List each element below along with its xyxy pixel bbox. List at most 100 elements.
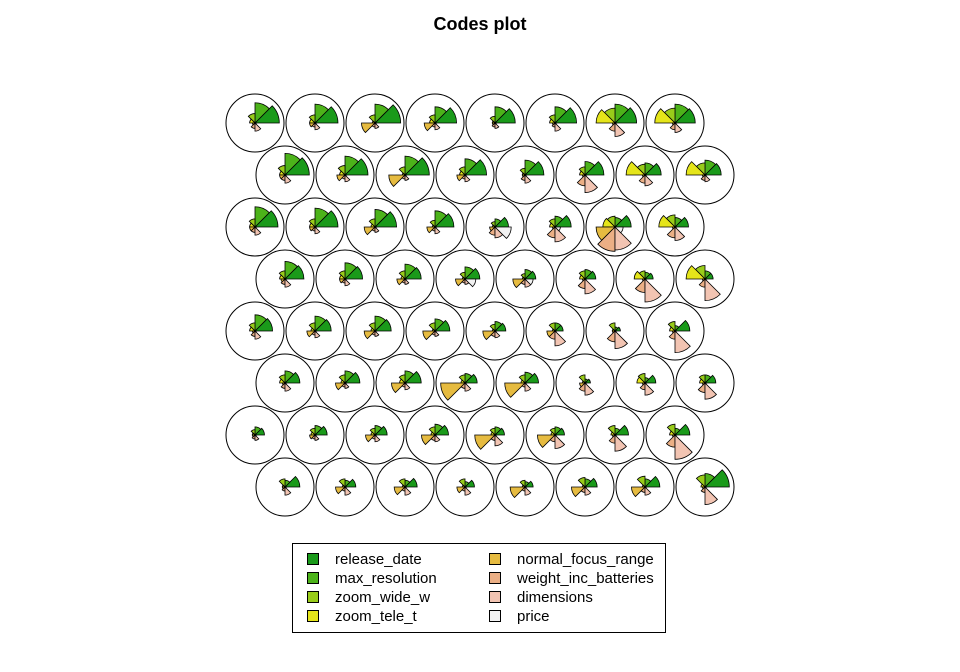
som-unit	[405, 93, 465, 153]
som-unit	[675, 353, 735, 413]
segment-release-date	[614, 107, 638, 124]
segment-zoom-wide-w	[637, 373, 646, 384]
som-unit	[255, 249, 315, 309]
segment-max-resolution	[374, 209, 388, 228]
segment-zoom-wide-w	[578, 166, 586, 176]
segment-price	[434, 434, 437, 437]
segment-zoom-tele-t	[549, 222, 556, 228]
legend-item-normal-focus-range: normal_focus_range	[489, 550, 654, 568]
segment-release-date	[254, 210, 279, 228]
segment-dimensions	[614, 434, 628, 452]
legend-label: weight_inc_batteries	[517, 569, 654, 587]
segment-release-date	[494, 322, 507, 332]
som-unit	[585, 301, 645, 361]
segment-max-resolution	[644, 162, 655, 176]
som-unit	[225, 405, 285, 465]
legend-item-zoom-tele-t: zoom_tele_t	[307, 607, 417, 625]
segment-price	[344, 382, 347, 385]
segment-normal-focus-range	[336, 174, 346, 182]
som-unit	[465, 405, 525, 465]
segment-normal-focus-range	[631, 486, 646, 498]
segment-price	[434, 330, 437, 333]
segment-max-resolution	[374, 315, 387, 332]
segment-zoom-wide-w	[666, 423, 676, 436]
segment-dimensions	[344, 278, 351, 287]
som-unit	[285, 405, 345, 465]
segment-price	[494, 122, 497, 125]
segment-dimensions	[644, 174, 654, 187]
legend-label: release_date	[335, 550, 422, 568]
segment-price	[254, 122, 257, 125]
som-unit	[465, 197, 525, 257]
segment-max-resolution	[494, 106, 508, 124]
segment-normal-focus-range	[391, 382, 406, 394]
som-unit	[255, 145, 315, 205]
som-unit	[285, 301, 345, 361]
segment-price	[494, 226, 512, 240]
segment-dimensions	[554, 226, 567, 243]
segment-zoom-tele-t	[633, 270, 646, 280]
som-unit	[645, 197, 705, 257]
segment-release-date	[254, 105, 280, 124]
segment-release-date	[644, 272, 654, 280]
segment-release-date	[314, 106, 339, 124]
segment-price	[494, 330, 497, 333]
segment-price	[494, 434, 497, 437]
segment-release-date	[374, 425, 388, 436]
segment-max-resolution	[404, 370, 415, 384]
segment-price	[524, 382, 527, 385]
segment-price	[314, 434, 317, 437]
segment-max-resolution	[434, 106, 448, 124]
som-unit	[225, 301, 285, 361]
segment-dimensions	[644, 486, 652, 496]
segment-price	[344, 174, 347, 177]
segment-zoom-wide-w	[277, 165, 286, 176]
som-unit	[465, 301, 525, 361]
segment-price	[644, 174, 647, 177]
segment-zoom-tele-t	[685, 265, 706, 280]
segment-release-date	[494, 427, 505, 436]
legend-label: max_resolution	[335, 569, 437, 587]
segment-dimensions	[434, 434, 441, 443]
segment-zoom-wide-w	[398, 270, 406, 280]
segment-max-resolution	[614, 103, 629, 124]
segment-price	[584, 486, 587, 489]
segment-normal-focus-range	[571, 486, 586, 498]
som-unit	[315, 353, 375, 413]
segment-zoom-wide-w	[338, 374, 346, 384]
legend-label: dimensions	[517, 588, 593, 606]
som-unit	[315, 249, 375, 309]
segment-release-date	[464, 373, 478, 384]
legend-swatch	[307, 572, 319, 584]
segment-dimensions	[344, 174, 351, 183]
som-unit	[345, 93, 405, 153]
segment-zoom-wide-w	[548, 114, 556, 124]
segment-price	[284, 174, 287, 177]
segment-release-date	[464, 159, 488, 176]
segment-zoom-wide-w	[338, 478, 346, 488]
segment-dimensions	[644, 382, 655, 396]
som-unit	[495, 457, 555, 517]
segment-max-resolution	[374, 425, 383, 436]
segment-release-date	[464, 479, 475, 488]
som-unit	[585, 197, 645, 257]
segment-normal-focus-range	[361, 122, 376, 134]
segment-weight-inc-batteries	[597, 226, 616, 252]
segment-zoom-wide-w	[577, 477, 586, 488]
segment-price	[464, 382, 467, 385]
legend-swatch	[489, 591, 501, 603]
segment-release-date	[674, 108, 696, 124]
segment-max-resolution	[404, 155, 419, 176]
som-unit	[405, 301, 465, 361]
segment-price	[254, 330, 257, 333]
segment-price	[314, 226, 317, 229]
segment-dimensions	[284, 382, 292, 392]
segment-release-date	[404, 477, 418, 488]
segment-max-resolution	[584, 161, 596, 176]
segment-release-date	[644, 475, 661, 488]
segment-dimensions	[614, 122, 626, 137]
som-unit	[495, 249, 555, 309]
segment-normal-focus-range	[504, 382, 526, 398]
som-unit	[525, 405, 585, 465]
segment-zoom-wide-w	[278, 270, 286, 280]
